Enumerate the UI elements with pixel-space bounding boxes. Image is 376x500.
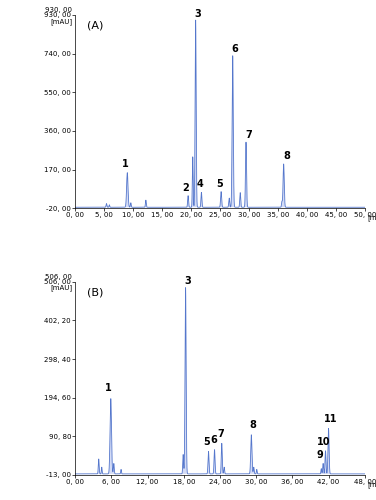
Text: 10: 10 bbox=[317, 437, 331, 447]
Text: (B): (B) bbox=[87, 288, 103, 298]
Text: 6: 6 bbox=[210, 435, 217, 445]
Text: 5: 5 bbox=[203, 437, 210, 447]
Text: 2: 2 bbox=[182, 182, 189, 192]
Text: 3: 3 bbox=[194, 9, 201, 19]
Text: [mAU]: [mAU] bbox=[50, 18, 72, 25]
Text: 5: 5 bbox=[216, 178, 223, 188]
Text: 11: 11 bbox=[324, 414, 337, 424]
Text: 7: 7 bbox=[245, 130, 252, 140]
Text: 9: 9 bbox=[317, 450, 323, 460]
Text: (A): (A) bbox=[87, 21, 103, 31]
Text: [min]: [min] bbox=[368, 481, 376, 488]
Text: [mAU]: [mAU] bbox=[50, 284, 72, 292]
Text: 8: 8 bbox=[283, 151, 290, 161]
Text: 6: 6 bbox=[232, 44, 238, 54]
Text: 1: 1 bbox=[105, 383, 112, 393]
Text: 8: 8 bbox=[250, 420, 256, 430]
Text: 1: 1 bbox=[122, 158, 129, 168]
Text: 4: 4 bbox=[197, 180, 204, 190]
Text: [min]: [min] bbox=[368, 214, 376, 221]
Text: 506, 00: 506, 00 bbox=[45, 274, 72, 280]
Text: 3: 3 bbox=[185, 276, 191, 286]
Text: 7: 7 bbox=[217, 429, 224, 439]
Text: 930, 00: 930, 00 bbox=[45, 7, 72, 13]
